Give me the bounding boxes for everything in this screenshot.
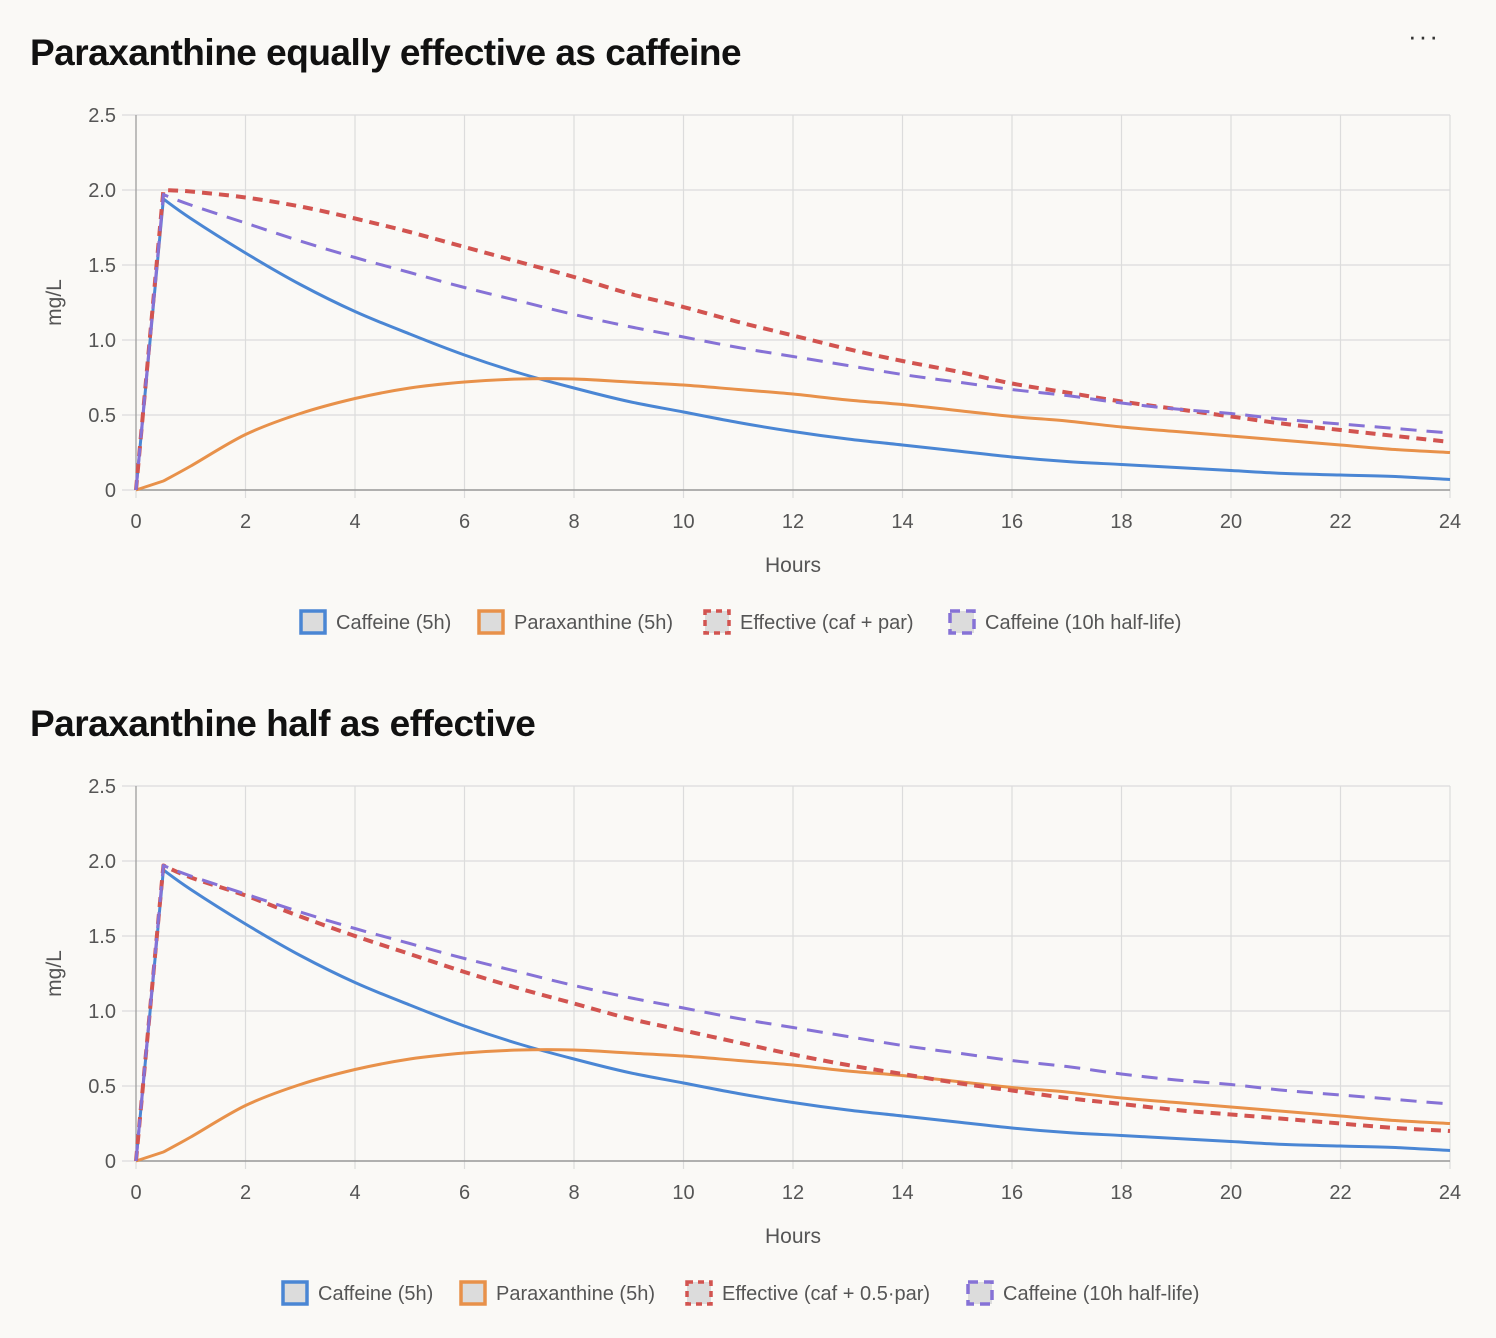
legend-label: Effective (caf + 0.5·par) (722, 1283, 930, 1305)
x-axis-label: Hours (765, 554, 821, 577)
legend-swatch (281, 1280, 309, 1306)
more-options-icon[interactable]: ··· (1408, 21, 1440, 51)
x-axis-label: Hours (765, 1225, 821, 1248)
x-tick-label: 0 (130, 511, 141, 533)
x-tick-label: 6 (459, 511, 470, 533)
x-tick-label: 6 (459, 1182, 470, 1204)
legend-swatch (477, 609, 505, 635)
x-tick-label: 8 (568, 1182, 579, 1204)
y-tick-label: 0 (105, 480, 116, 502)
chart-title: Paraxanthine half as effective (30, 703, 536, 744)
legend-swatch (459, 1280, 487, 1306)
x-tick-label: 0 (130, 1182, 141, 1204)
chart-title: Paraxanthine equally effective as caffei… (30, 32, 742, 73)
legend-label: Caffeine (10h half-life) (985, 612, 1181, 634)
x-tick-label: 24 (1439, 1182, 1461, 1204)
x-tick-label: 24 (1439, 511, 1461, 533)
legend-swatch (966, 1280, 994, 1306)
x-tick-label: 18 (1110, 1182, 1132, 1204)
y-tick-label: 2.5 (88, 105, 116, 127)
x-tick-label: 16 (1001, 1182, 1023, 1204)
x-tick-label: 20 (1220, 511, 1242, 533)
x-tick-label: 10 (672, 1182, 694, 1204)
legend-label: Paraxanthine (5h) (496, 1283, 655, 1305)
y-tick-label: 1.5 (88, 255, 116, 277)
legend-label: Paraxanthine (5h) (514, 612, 673, 634)
legend-swatch (948, 609, 976, 635)
legend-swatch (685, 1280, 713, 1306)
x-tick-label: 14 (891, 1182, 913, 1204)
legend-label: Caffeine (10h half-life) (1003, 1283, 1199, 1305)
series-line (135, 1048, 1451, 1163)
y-axis-label: mg/L (43, 950, 66, 997)
y-tick-label: 1.0 (88, 330, 116, 352)
legend-label: Caffeine (5h) (318, 1283, 433, 1305)
series-line (134, 193, 1451, 491)
x-tick-label: 2 (240, 511, 251, 533)
x-tick-label: 8 (568, 511, 579, 533)
series-line (134, 197, 1451, 491)
x-tick-label: 12 (782, 511, 804, 533)
line-chart: 0 2 4 6 8 10 12 14 16 18 20 22 2400.51.01.52.02.5Hou… (43, 776, 1461, 1306)
x-tick-label: 2 (240, 1182, 251, 1204)
x-tick-label: 14 (891, 511, 913, 533)
legend-label: Effective (caf + par) (740, 612, 914, 634)
x-tick-label: 4 (349, 511, 360, 533)
line-chart: 0 2 4 6 8 10 12 14 16 18 20 22 2400.51.01.52.02.5Hou… (43, 105, 1461, 635)
legend-swatch (299, 609, 327, 635)
series-line (134, 188, 1451, 491)
x-tick-label: 18 (1110, 511, 1132, 533)
legend-swatch (703, 609, 731, 635)
x-tick-label: 22 (1329, 1182, 1351, 1204)
y-axis-label: mg/L (43, 279, 66, 326)
y-tick-label: 0.5 (88, 1076, 116, 1098)
x-tick-label: 16 (1001, 511, 1023, 533)
y-tick-label: 1.5 (88, 926, 116, 948)
series-line (134, 868, 1451, 1162)
series-line (135, 377, 1451, 492)
x-tick-label: 20 (1220, 1182, 1242, 1204)
legend-label: Caffeine (5h) (336, 612, 451, 634)
x-tick-label: 22 (1329, 511, 1351, 533)
y-tick-label: 1.0 (88, 1001, 116, 1023)
x-tick-label: 10 (672, 511, 694, 533)
y-tick-label: 0 (105, 1151, 116, 1173)
x-tick-label: 4 (349, 1182, 360, 1204)
y-tick-label: 2.0 (88, 180, 116, 202)
series-line (134, 863, 1451, 1162)
series-line (134, 864, 1451, 1162)
y-tick-label: 2.5 (88, 776, 116, 798)
y-tick-label: 0.5 (88, 405, 116, 427)
x-tick-label: 12 (782, 1182, 804, 1204)
y-tick-label: 2.0 (88, 851, 116, 873)
